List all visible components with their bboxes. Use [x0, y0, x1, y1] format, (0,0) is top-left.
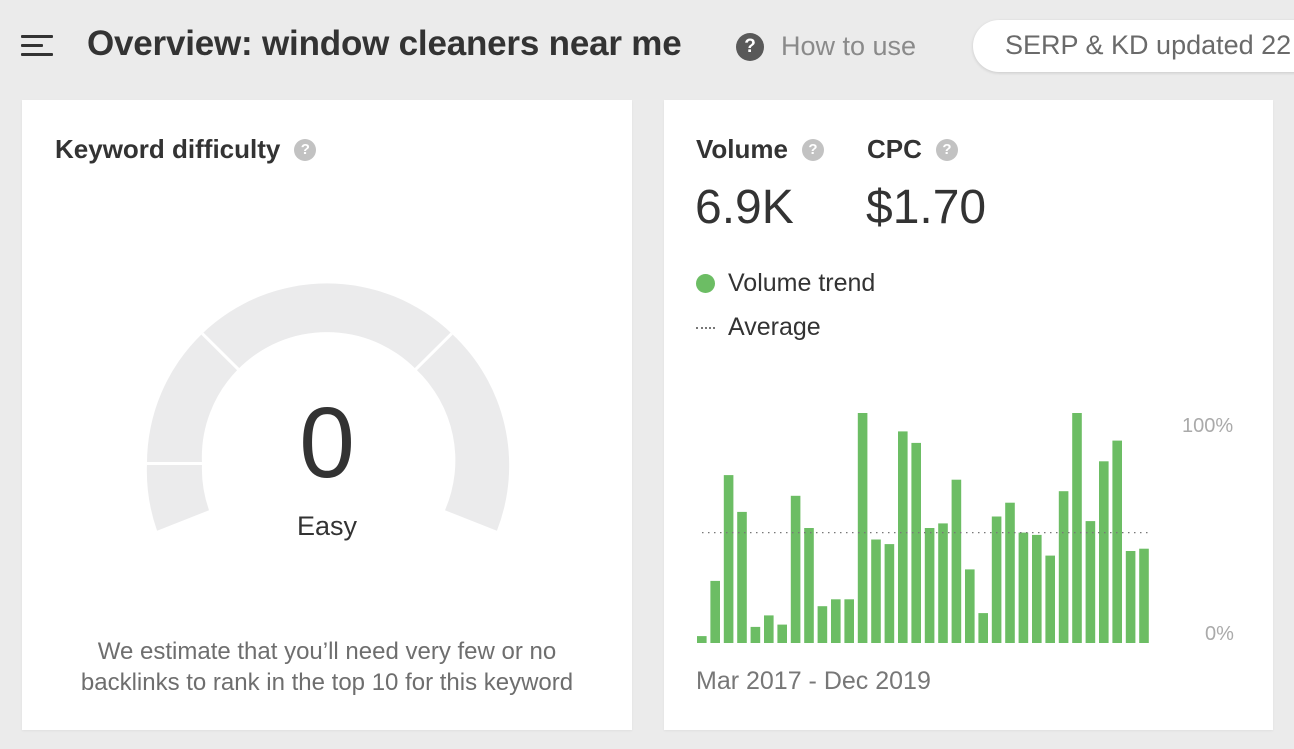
header: Overview: window cleaners near me ? How … — [0, 0, 1294, 92]
question-icon[interactable]: ? — [801, 138, 824, 161]
chart-bar[interactable] — [1099, 461, 1109, 643]
gauge-segment-4 — [416, 333, 510, 531]
chart-bar[interactable] — [750, 626, 761, 643]
legend-average: Average — [696, 313, 821, 342]
chart-bar[interactable] — [1058, 491, 1069, 643]
kd-title: Keyword difficulty ? — [55, 134, 317, 165]
chart-bar[interactable] — [884, 544, 895, 643]
cpc-value: $1.70 — [866, 181, 987, 234]
chart-bar[interactable] — [831, 599, 841, 643]
kd-title-label: Keyword difficulty — [55, 134, 281, 164]
y-axis-min-label: 0% — [1205, 623, 1234, 645]
chart-bar[interactable] — [737, 511, 747, 643]
kd-description: We estimate that you’ll need very few or… — [80, 638, 574, 696]
question-icon[interactable]: ? — [294, 138, 317, 161]
chart-bar[interactable] — [817, 606, 828, 643]
chart-bar[interactable] — [857, 413, 868, 643]
volume-trend-chart — [697, 413, 1152, 644]
gauge-segment-2 — [146, 333, 238, 464]
chart-bar[interactable] — [790, 495, 801, 643]
kd-score: 0 — [299, 387, 355, 499]
chart-bar[interactable] — [764, 615, 774, 643]
serp-status-badge[interactable]: SERP & KD updated 22 — [973, 20, 1294, 72]
chart-bar[interactable] — [978, 613, 988, 643]
chart-bar[interactable] — [1045, 555, 1055, 643]
date-range: Mar 2017 - Dec 2019 — [696, 667, 931, 695]
chart-bar[interactable] — [844, 599, 854, 643]
kd-level: Easy — [296, 511, 358, 541]
question-icon[interactable]: ? — [935, 138, 958, 161]
chart-bar[interactable] — [1112, 440, 1122, 643]
chart-bar[interactable] — [710, 580, 720, 643]
how-to-use-label: How to use — [781, 31, 917, 61]
chart-bar[interactable] — [924, 528, 935, 643]
chart-bar[interactable] — [991, 516, 1002, 644]
legend-dot-icon — [696, 274, 715, 293]
chart-bar[interactable] — [911, 442, 921, 643]
chart-bar[interactable] — [1018, 532, 1029, 643]
chart-bar[interactable] — [898, 431, 908, 643]
chart-bar[interactable] — [777, 624, 787, 643]
cpc-label: CPC — [867, 134, 922, 164]
chart-bar[interactable] — [804, 528, 814, 643]
volume-label: Volume — [696, 134, 788, 164]
volume-card: Volume ? CPC ? 6.9K $1.70 Volume trend A… — [664, 100, 1273, 730]
difficulty-gauge — [146, 283, 510, 531]
gauge-dividers — [147, 332, 453, 465]
menu-icon[interactable] — [21, 33, 53, 59]
cpc-title: CPC ? — [867, 134, 958, 165]
gauge-segments — [146, 283, 510, 531]
help-icon: ? — [736, 32, 764, 61]
keyword-difficulty-card: Keyword difficulty ? 0 Easy We estimate … — [22, 100, 632, 730]
chart-bar[interactable] — [697, 636, 707, 643]
volume-value: 6.9K — [695, 181, 794, 234]
chart-bar[interactable] — [871, 539, 881, 644]
y-axis-max-label: 100% — [1182, 415, 1234, 437]
chart-bar[interactable] — [1085, 521, 1096, 643]
how-to-use-link[interactable]: ? How to use — [736, 31, 916, 62]
gauge-segment-3 — [202, 283, 452, 370]
legend-average-label: Average — [728, 313, 821, 341]
chart-bar[interactable] — [1139, 548, 1149, 643]
chart-bar[interactable] — [723, 475, 734, 643]
chart-bar[interactable] — [938, 523, 948, 643]
volume-title: Volume ? — [696, 134, 824, 165]
chart-bar[interactable] — [1032, 534, 1042, 643]
chart-bar[interactable] — [951, 479, 962, 643]
legend-volume-trend: Volume trend — [696, 269, 875, 298]
serp-status-text: SERP & KD updated 22 — [1005, 30, 1292, 60]
chart-bar[interactable] — [1125, 551, 1136, 643]
gauge-segment-1 — [146, 463, 209, 531]
page-title: Overview: window cleaners near me — [87, 24, 682, 63]
chart-bar[interactable] — [1005, 502, 1015, 643]
legend-trend-label: Volume trend — [728, 269, 876, 297]
legend-dotted-line-icon — [696, 326, 715, 329]
chart-bar[interactable] — [1072, 413, 1082, 643]
chart-bar[interactable] — [965, 569, 975, 643]
